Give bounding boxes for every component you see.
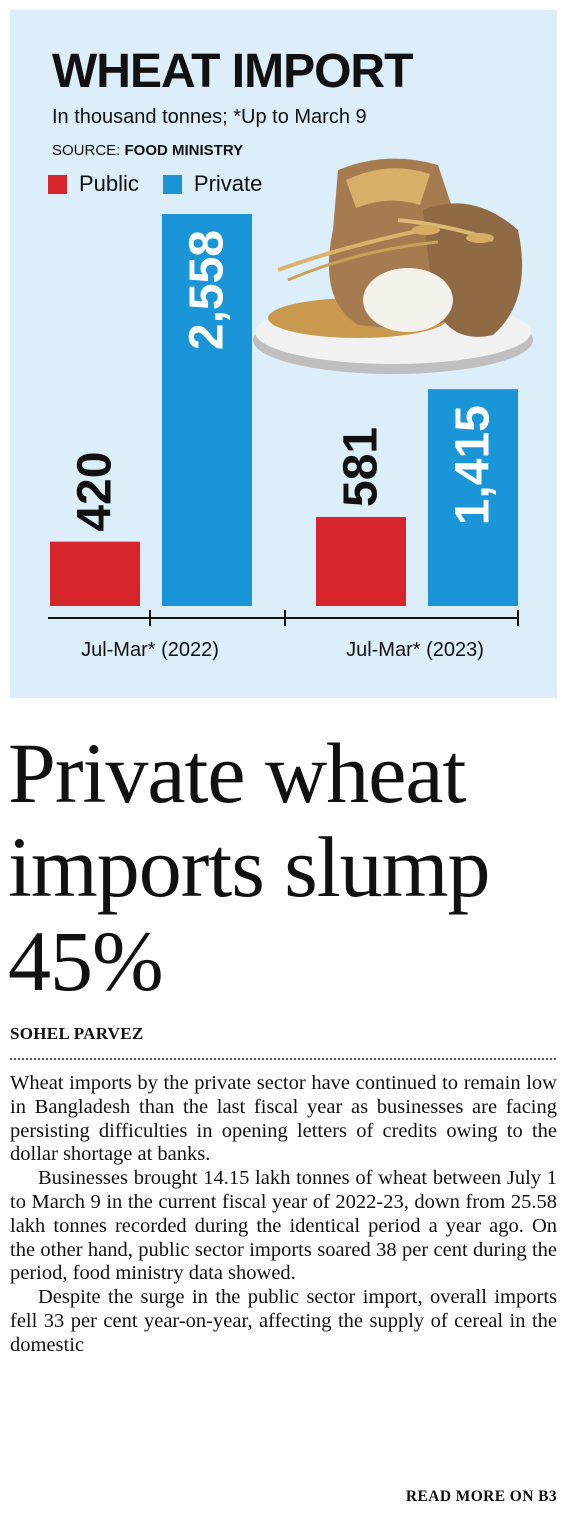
bar-chart-plot: 420 2,558 581 1,415 Jul-Mar* (2022) Jul-Mar* …	[48, 214, 519, 661]
article-paragraph-3: Despite the surge in the public sector i…	[10, 1286, 557, 1356]
legend-swatch-private	[162, 174, 182, 194]
wheat-sack-illustration	[253, 158, 533, 374]
source-name: FOOD MINISTRY	[124, 142, 244, 159]
bar-public-1	[50, 541, 140, 606]
legend-item-private: Private	[162, 171, 263, 197]
read-more-link[interactable]: READ MORE ON B3	[405, 1488, 557, 1505]
bar-label-public-1: 420	[69, 452, 122, 532]
legend-swatch-public	[48, 174, 67, 194]
x-tick-label-1: Jul-Mar* (2022)	[81, 639, 219, 661]
chart-subtitle: In thousand tonnes; *Up to March 9	[52, 106, 367, 128]
bar-private-2	[428, 389, 518, 606]
byline-divider	[10, 1058, 556, 1060]
bar-label-private-2: 1,415	[447, 405, 500, 525]
bar-label-public-2: 581	[335, 427, 388, 507]
article-byline: SOHEL PARVEZ	[10, 1024, 144, 1043]
article-paragraph-1: Wheat imports by the private sector have…	[10, 1072, 557, 1166]
article-body: Wheat imports by the private sector have…	[10, 1072, 557, 1358]
bar-label-private-1: 2,558	[181, 230, 234, 350]
legend-label-private: Private	[193, 171, 263, 196]
chart-title: WHEAT IMPORT	[52, 45, 413, 98]
article-paragraph-2: Businesses brought 14.15 lakh tonnes of …	[10, 1167, 557, 1285]
article-headline: Private wheat imports slump 45%	[8, 725, 491, 1009]
chart-source: SOURCE: FOOD MINISTRY	[52, 142, 243, 159]
wheat-import-chart: WHEAT IMPORT In thousand tonnes; *Up to …	[10, 10, 557, 698]
bar-public-2	[316, 516, 406, 606]
source-label: SOURCE:	[52, 142, 121, 159]
x-tick-label-2: Jul-Mar* (2023)	[346, 639, 484, 661]
legend-label-public: Public	[79, 171, 139, 196]
legend-item-public: Public	[48, 171, 139, 197]
chart-legend: Public Private	[48, 171, 286, 197]
bar-private-1	[162, 214, 252, 606]
